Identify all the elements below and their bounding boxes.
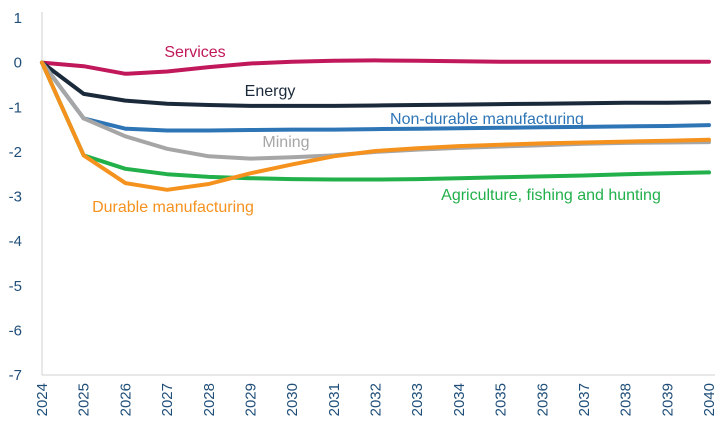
series-line-mining bbox=[42, 63, 709, 159]
series-lines bbox=[42, 60, 709, 189]
series-label-durable-manufacturing: Durable manufacturing bbox=[92, 199, 254, 216]
series-line-energy bbox=[42, 63, 709, 106]
series-label-agriculture-fishing-and-hunting: Agriculture, fishing and hunting bbox=[441, 187, 661, 204]
x-tick-label: 2033 bbox=[409, 383, 426, 416]
x-tick-label: 2040 bbox=[701, 383, 718, 416]
y-tick-label: -5 bbox=[9, 278, 22, 295]
y-tick-label: -2 bbox=[9, 144, 22, 161]
x-tick-label: 2030 bbox=[284, 383, 301, 416]
x-tick-label: 2029 bbox=[242, 383, 259, 416]
x-tick-label: 2031 bbox=[326, 383, 343, 416]
x-tick-label: 2034 bbox=[451, 383, 468, 416]
x-tick-label: 2037 bbox=[576, 383, 593, 416]
x-axis-ticks: 2024 2025 2026 2027 2028 2029 2030 2031 2032 2033… bbox=[34, 383, 718, 416]
y-tick-label: -3 bbox=[9, 189, 22, 206]
x-tick-label: 2024 bbox=[34, 383, 51, 416]
x-tick-label: 2028 bbox=[201, 383, 218, 416]
x-tick-label: 2025 bbox=[76, 383, 93, 416]
x-tick-label: 2035 bbox=[493, 383, 510, 416]
series-label-energy: Energy bbox=[245, 83, 296, 100]
y-tick-label: -1 bbox=[9, 99, 22, 116]
series-line-agriculture-fishing-and-hunting bbox=[42, 63, 709, 180]
series-label-non-durable-manufacturing: Non-durable manufacturing bbox=[390, 111, 584, 128]
series-line-services bbox=[42, 60, 709, 73]
y-tick-label: 1 bbox=[14, 10, 22, 27]
x-tick-label: 2026 bbox=[117, 383, 134, 416]
y-axis-ticks: 1 0 -1 -2 -3 -4 -5 -6 -7 bbox=[9, 10, 22, 384]
y-tick-label: -4 bbox=[9, 233, 22, 250]
series-label-mining: Mining bbox=[262, 134, 309, 151]
y-tick-label: 0 bbox=[14, 55, 22, 72]
y-tick-label: -6 bbox=[9, 322, 22, 339]
y-tick-label: -7 bbox=[9, 367, 22, 384]
x-tick-label: 2039 bbox=[659, 383, 676, 416]
series-label-services: Services bbox=[164, 44, 225, 61]
x-tick-label: 2036 bbox=[534, 383, 551, 416]
x-tick-label: 2027 bbox=[159, 383, 176, 416]
x-tick-label: 2038 bbox=[618, 383, 635, 416]
x-tick-label: 2032 bbox=[368, 383, 385, 416]
